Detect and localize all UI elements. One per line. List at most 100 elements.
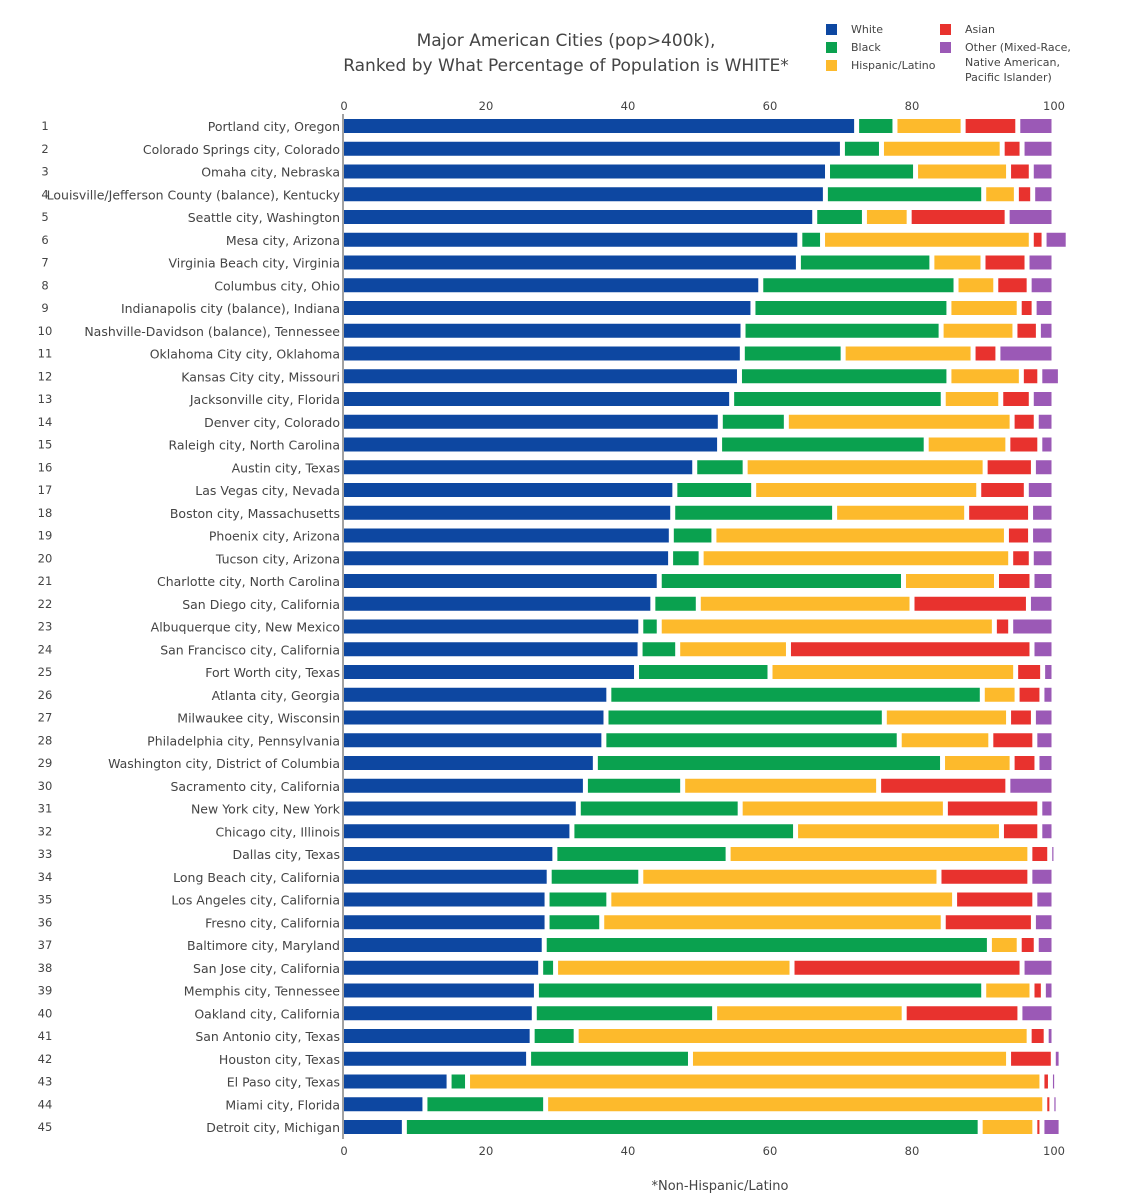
bar-segment-hispaniclatino: [945, 392, 999, 406]
category-label: Fresno city, California: [205, 915, 340, 930]
category-label: Indianapolis city (balance), Indiana: [121, 301, 340, 316]
bar-segment-hispaniclatino: [958, 278, 994, 293]
category-label: Dallas city, Texas: [232, 847, 340, 862]
category-label: Long Beach city, California: [173, 870, 340, 885]
bar-segment-other: [1046, 232, 1066, 247]
rank-label: 34: [38, 870, 53, 884]
bar-segment-other: [1028, 483, 1052, 497]
bar-segment-asian: [1014, 756, 1035, 770]
rank-label: 23: [38, 620, 53, 634]
bar-segment-other: [1044, 687, 1052, 702]
bar-segment-other: [1031, 278, 1052, 293]
legend: White Black Hispanic/Latino Asian Other (Mix…: [826, 23, 1071, 84]
rank-label: 40: [38, 1006, 53, 1020]
bar-segment-asian: [1014, 414, 1034, 429]
bar-segment-other: [1033, 551, 1052, 566]
bar-segment-asian: [998, 574, 1030, 588]
rank-label: 3: [41, 165, 48, 179]
category-label: Raleigh city, North Carolina: [169, 438, 341, 453]
x-tick-label-top: 80: [905, 99, 920, 113]
bar-segment-black: [534, 1029, 574, 1043]
bar-segment-other: [1034, 642, 1052, 657]
rank-label: 39: [38, 984, 53, 998]
bar-segment-asian: [969, 505, 1029, 520]
rank-label: 13: [38, 392, 53, 406]
bar-segment-asian: [790, 642, 1030, 657]
bar-segment-black: [745, 323, 939, 338]
bar-segment-hispaniclatino: [716, 528, 1004, 543]
rank-label: 36: [38, 915, 53, 929]
category-label: New York city, New York: [191, 802, 341, 817]
bar-segment-white: [344, 596, 651, 611]
category-label: San Diego city, California: [182, 597, 340, 612]
rank-label: 27: [38, 711, 53, 725]
bar-segment-asian: [911, 210, 1005, 224]
bar-segment-other: [1055, 1051, 1059, 1066]
bar-segment-white: [344, 847, 553, 861]
rank-label: 33: [38, 847, 53, 861]
bar-segment-black: [734, 392, 941, 406]
rank-label: 10: [38, 324, 53, 338]
x-tick-label-top: 40: [621, 99, 636, 113]
category-label: Milwaukee city, Wisconsin: [177, 711, 340, 726]
rank-label: 42: [38, 1052, 53, 1066]
bar-segment-white: [344, 369, 737, 384]
bar-segment-white: [344, 892, 545, 907]
bar-segment-white: [344, 119, 855, 133]
rank-label: 16: [38, 460, 53, 474]
category-label: Oakland city, California: [194, 1006, 340, 1021]
category-label: Phoenix city, Arizona: [209, 529, 340, 544]
bar-segment-black: [675, 505, 833, 520]
bar-segment-white: [344, 414, 718, 429]
bar-segment-black: [741, 369, 947, 384]
bar-segment-hispaniclatino: [945, 756, 1010, 770]
bar-segment-hispaniclatino: [470, 1074, 1040, 1089]
bar-segment-asian: [1037, 1120, 1040, 1134]
legend-label: Other (Mixed-Race, Native American, Pacifi…: [965, 41, 1071, 84]
bar-segment-other: [1030, 596, 1052, 611]
category-label: Washington city, District of Columbia: [108, 756, 340, 771]
bar-segment-hispaniclatino: [934, 255, 981, 270]
bar-segment-white: [344, 187, 823, 202]
bar-segment-other: [1024, 141, 1052, 156]
category-label: Seattle city, Washington: [188, 210, 340, 225]
category-label: Mesa city, Arizona: [226, 233, 340, 248]
rank-label: 6: [41, 233, 48, 247]
bar-segment-hispaniclatino: [742, 801, 943, 816]
bar-segment-black: [580, 801, 738, 816]
bar-segment-other: [1000, 346, 1052, 361]
bar-segment-asian: [914, 596, 1026, 611]
bar-segment-asian: [906, 1006, 1018, 1021]
category-label: Kansas City city, Missouri: [181, 369, 340, 384]
bar-segment-hispaniclatino: [643, 869, 937, 884]
bar-segment-asian: [1032, 847, 1048, 861]
bar-segment-asian: [1031, 1029, 1044, 1043]
bar-segment-other: [1048, 1029, 1052, 1043]
legend-swatch: [826, 42, 837, 53]
bar-segment-hispaniclatino: [943, 323, 1013, 338]
bar-segment-black: [817, 210, 862, 224]
category-label: Portland city, Oregon: [208, 119, 340, 134]
bar-segment-hispaniclatino: [951, 301, 1017, 315]
bar-segment-hispaniclatino: [798, 824, 999, 839]
bar-segment-other: [1037, 892, 1052, 907]
bar-segment-other: [1037, 733, 1052, 748]
bar-segment-asian: [1018, 187, 1031, 202]
bar-segment-hispaniclatino: [747, 460, 983, 475]
bar-segment-other: [1042, 824, 1052, 839]
bar-segment-hispaniclatino: [685, 778, 877, 793]
bar-segment-black: [551, 869, 639, 884]
bar-segment-black: [587, 778, 681, 793]
x-tick-label-bottom: 80: [905, 1144, 920, 1158]
bar-segment-white: [344, 460, 693, 475]
bar-segment-black: [755, 301, 947, 315]
bar-segment-black: [763, 278, 954, 293]
legend-label: White: [851, 23, 883, 36]
bar-segment-asian: [1011, 1051, 1051, 1066]
bar-segment-black: [722, 437, 924, 452]
bar-segment-black: [549, 892, 607, 907]
bar-segment-white: [344, 323, 741, 338]
bar-segment-hispaniclatino: [886, 710, 1007, 725]
category-label: Louisville/Jefferson County (balance), K…: [47, 187, 341, 202]
